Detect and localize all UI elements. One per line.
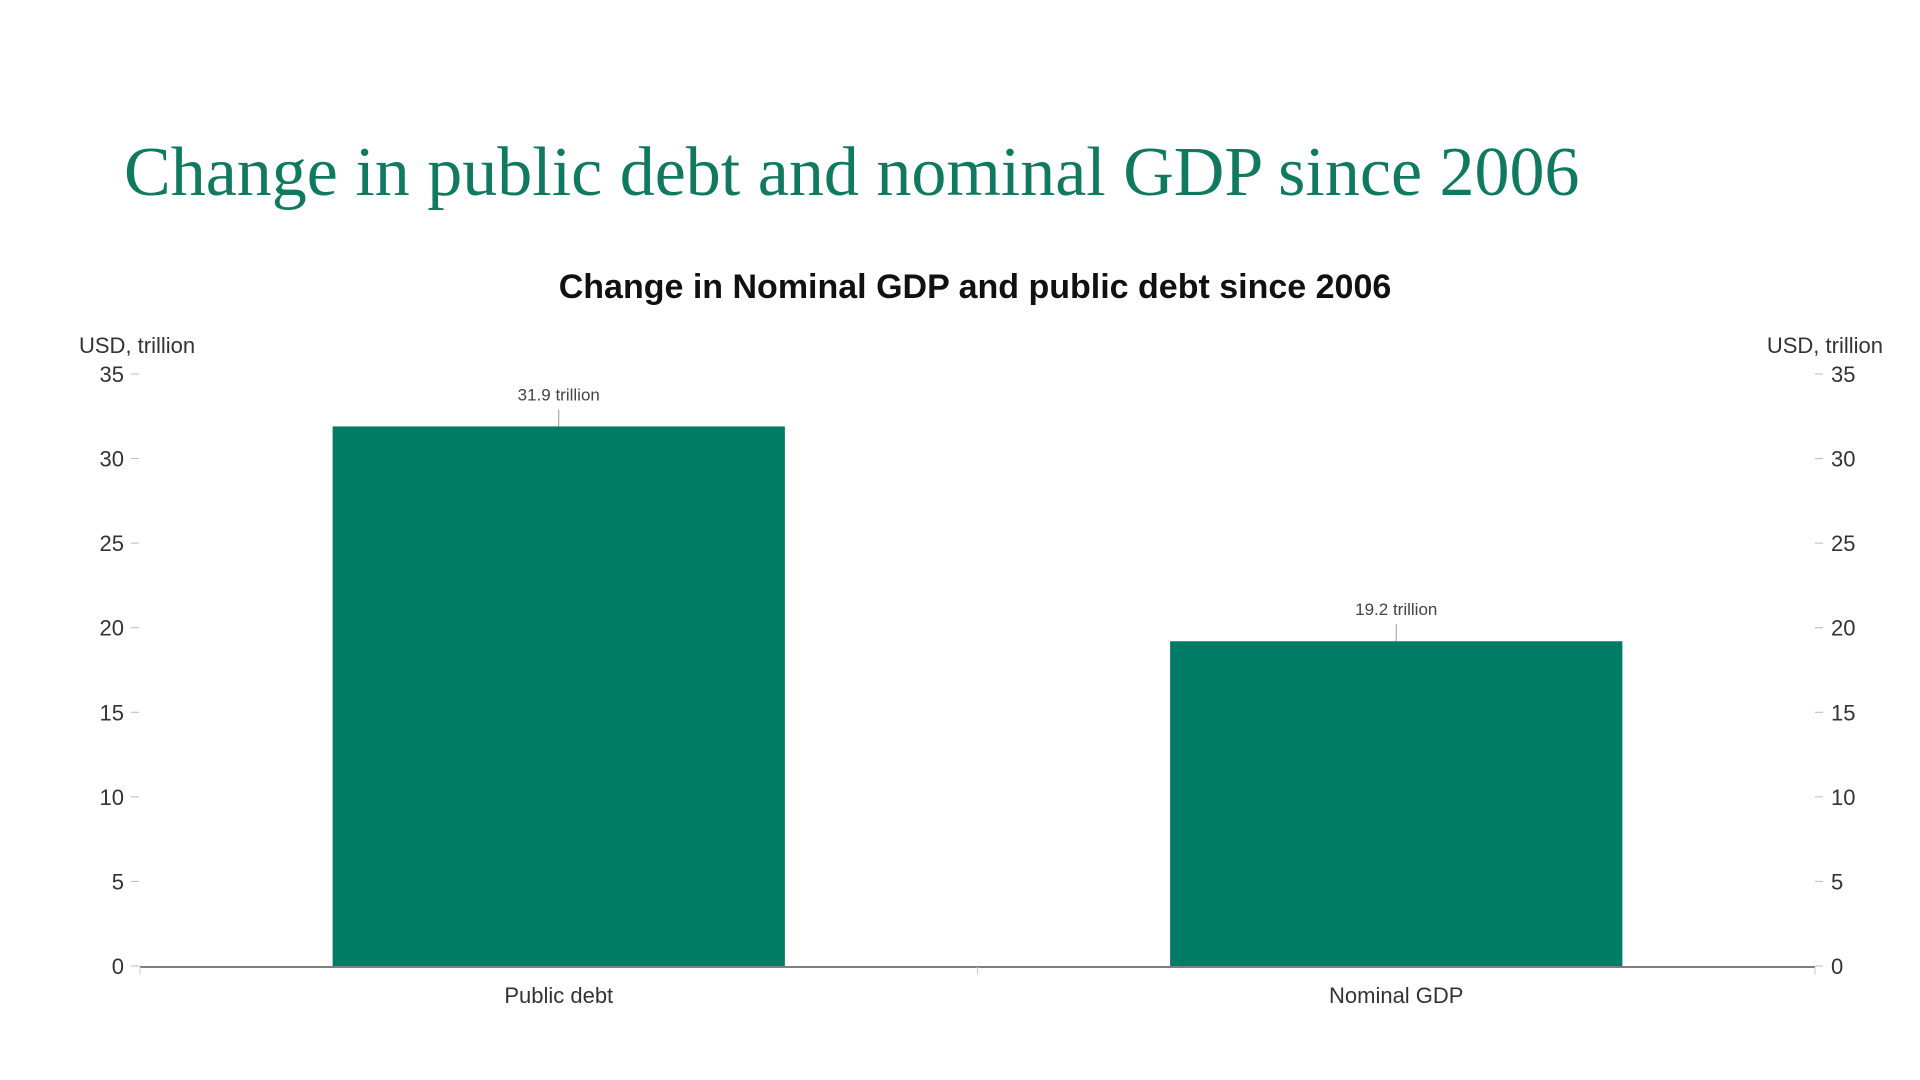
y-tick-label-left: 20 [100, 616, 124, 641]
y-tick-label-right: 5 [1831, 869, 1843, 894]
y-axis-left-unit: USD, trillion [79, 333, 195, 358]
x-axis: Public debt Nominal GDP [139, 966, 1816, 1008]
y-tick-label-right: 20 [1831, 616, 1855, 641]
bar [1170, 641, 1623, 966]
y-tick-label-left: 5 [112, 869, 124, 894]
y-tick-label-right: 0 [1831, 954, 1843, 979]
x-category-label: Nominal GDP [1329, 983, 1463, 1008]
y-tick-label-right: 35 [1831, 362, 1855, 387]
y-tick-label-right: 10 [1831, 785, 1855, 810]
y-tick-label-left: 15 [100, 700, 124, 725]
y-tick-label-left: 35 [100, 362, 124, 387]
bar [332, 426, 785, 966]
y-tick-label-right: 25 [1831, 531, 1855, 556]
slide-title: Change in public debt and nominal GDP si… [124, 134, 1580, 211]
y-tick-label-left: 25 [100, 531, 124, 556]
y-axis-right: 0 5 10 15 20 25 30 35 [1815, 362, 1855, 979]
chart-title: Change in Nominal GDP and public debt si… [558, 268, 1392, 306]
bars-group: 31.9 trillion 19.2 trillion [332, 385, 1623, 966]
y-tick-label-left: 0 [112, 954, 124, 979]
y-axis-left: 0 5 10 15 20 25 30 35 [100, 362, 139, 979]
y-tick-label-left: 10 [100, 785, 124, 810]
y-tick-label-left: 30 [100, 447, 124, 472]
y-axis-right-unit: USD, trillion [1767, 333, 1883, 358]
x-category-label: Public debt [504, 983, 613, 1008]
y-tick-label-right: 15 [1831, 700, 1855, 725]
y-tick-label-right: 30 [1831, 447, 1855, 472]
data-label: 31.9 trillion [518, 385, 600, 404]
data-label: 19.2 trillion [1355, 600, 1437, 619]
